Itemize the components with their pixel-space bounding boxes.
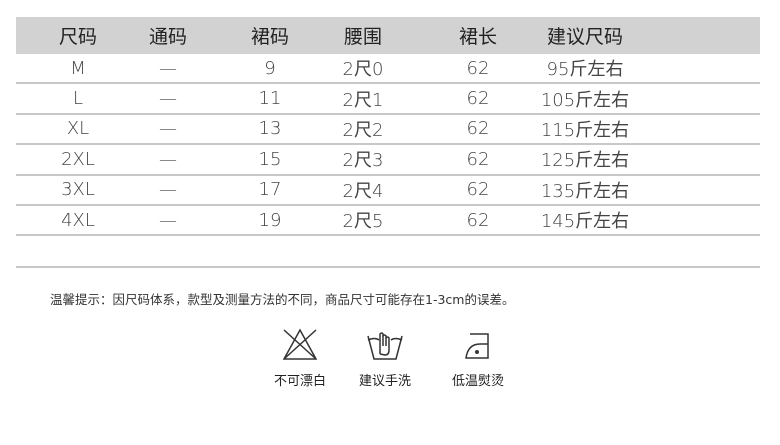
header-cell: 裙长 [458,26,498,48]
table-cell: 62 [466,209,490,231]
header-cell: 建议尺码 [546,26,624,48]
table-cell: — [159,88,177,110]
table-cell: — [159,209,177,231]
table-cell: 135斤左右 [540,180,630,202]
care-hand-wash: 建议手洗 [340,326,430,389]
table-cell: 11 [258,88,282,110]
table-cell: 13 [258,118,282,140]
table-cell: 4XL [61,209,95,231]
table-cell: 95斤左右 [546,59,624,81]
hand-wash-icon [367,332,403,360]
care-label: 建议手洗 [358,374,411,389]
care-low-iron: 低温熨烫 [433,326,523,389]
care-no-bleach: 不可漂白 [255,326,345,389]
table-cell: 62 [466,88,490,110]
table-cell: 145斤左右 [540,211,630,233]
low-iron-icon [465,333,489,359]
table-row: XL — 13 2尺2 62 115斤左右 [16,115,760,146]
table-cell: 9 [264,57,276,79]
table-cell: 2尺1 [342,89,384,111]
table-cell: 2尺0 [342,59,384,81]
size-table: 尺码 通码 裙码 腰围 裙长 建议尺码 M — 9 2尺0 62 95斤左右 L — 11 2尺1… [16,17,760,237]
table-header: 尺码 通码 裙码 腰围 裙长 建议尺码 [16,17,760,54]
table-cell: 2尺3 [342,150,384,172]
table-cell: 2尺4 [342,180,384,202]
care-label: 不可漂白 [273,374,326,389]
table-cell: 19 [258,209,282,231]
table-cell: 62 [466,148,490,170]
table-cell: — [159,179,177,201]
header-cell: 尺码 [58,26,98,48]
table-cell: XL [66,118,90,140]
care-label: 低温熨烫 [451,374,504,389]
table-cell: — [159,118,177,140]
table-cell: 3XL [61,179,95,201]
table-cell: 125斤左右 [540,150,630,172]
table-cell: M [70,57,86,79]
table-row: M — 9 2尺0 62 95斤左右 [16,54,760,85]
table-row: 2XL — 15 2尺3 62 125斤左右 [16,145,760,176]
table-cell: L [72,88,84,110]
table-cell: 15 [258,148,282,170]
header-cell: 腰围 [343,26,383,48]
table-divider [16,266,760,268]
table-cell: 62 [466,179,490,201]
table-cell: 115斤左右 [540,119,630,141]
table-cell: 2尺5 [342,211,384,233]
table-row: 4XL — 19 2尺5 62 145斤左右 [16,206,760,237]
table-cell: 62 [466,118,490,140]
table-row: 3XL — 17 2尺4 62 135斤左右 [16,176,760,206]
table-cell: — [159,148,177,170]
table-cell: 62 [466,57,490,79]
header-cell: 裙码 [250,26,290,48]
table-row: L — 11 2尺1 62 105斤左右 [16,84,760,115]
table-cell: 2尺2 [342,119,384,141]
table-cell: 17 [258,179,282,201]
table-body: M — 9 2尺0 62 95斤左右 L — 11 2尺1 62 105斤左右 XL — 13 2尺2 62 11… [16,54,760,237]
table-cell: 2XL [61,148,95,170]
no-bleach-icon [282,328,318,360]
size-note: 温馨提示：因尺码体系，款型及测量方法的不同，商品尺寸可能存在1-3cm的误差。 [50,292,515,307]
table-cell: — [159,57,177,79]
header-cell: 通码 [148,26,188,48]
table-cell: 105斤左右 [540,89,630,111]
